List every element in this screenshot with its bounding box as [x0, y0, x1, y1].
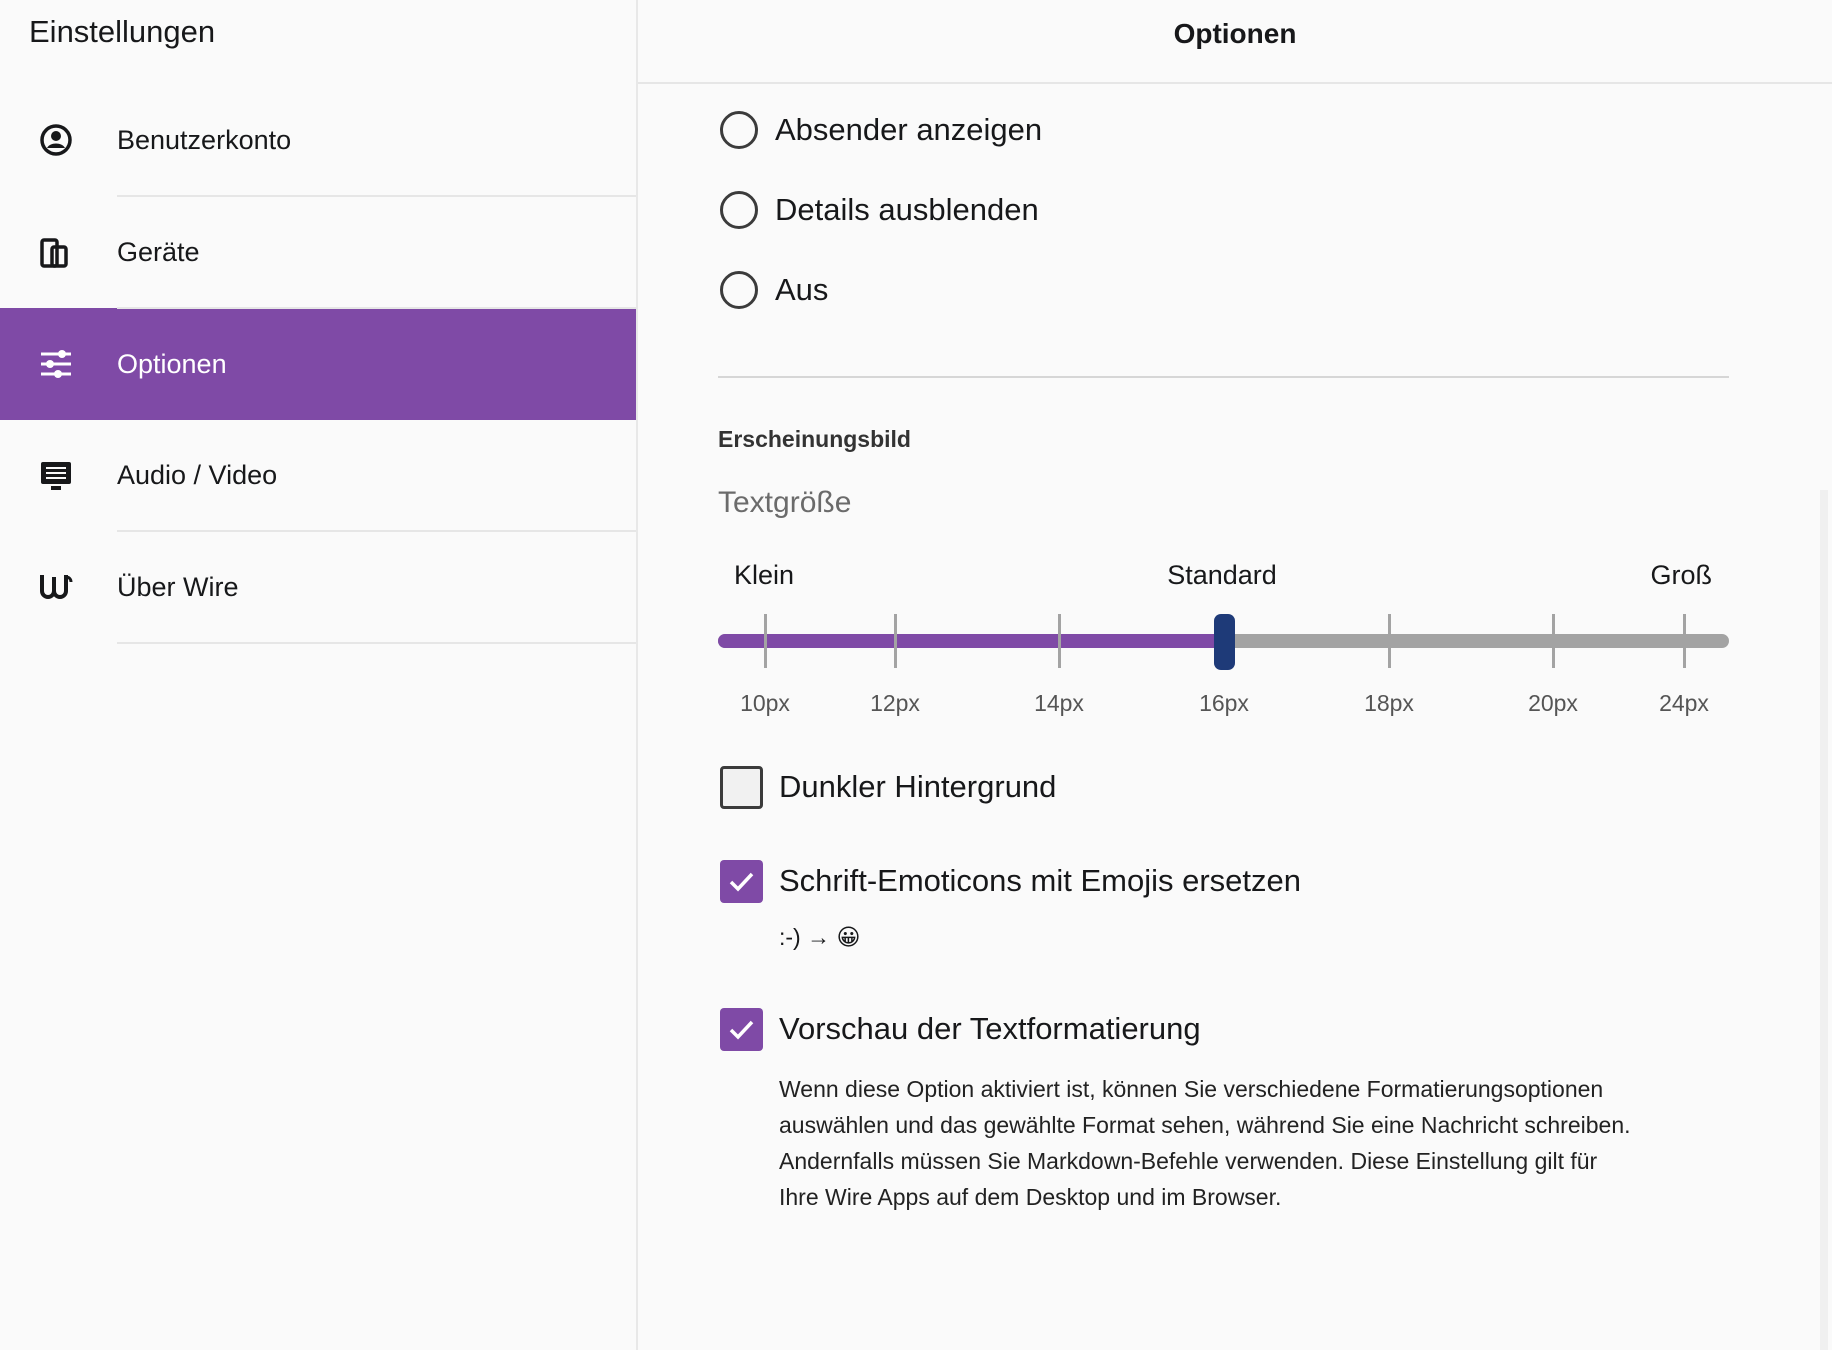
slider-fill: [718, 634, 1223, 648]
checkbox-label[interactable]: Dunkler Hintergrund: [779, 769, 1057, 804]
checkbox[interactable]: [720, 860, 763, 903]
slider-tick: [1058, 614, 1061, 668]
tick-label[interactable]: 10px: [740, 690, 790, 716]
slider-label: Groß: [1650, 560, 1712, 590]
nav-icon: [40, 575, 73, 599]
slider-tick: [894, 614, 897, 668]
radio-label[interactable]: Absender anzeigen: [775, 112, 1043, 147]
description-line: Wenn diese Option aktiviert ist, können …: [779, 1076, 1604, 1102]
nav-label: Über Wire: [117, 572, 239, 602]
description-line: Ihre Wire Apps auf dem Desktop und im Br…: [779, 1184, 1282, 1210]
nav-label: Geräte: [117, 237, 200, 267]
tick-label[interactable]: 18px: [1364, 690, 1414, 716]
section-title: Erscheinungsbild: [718, 426, 911, 452]
nav-label: Audio / Video: [117, 460, 278, 490]
separator: [117, 307, 636, 309]
slider-tick: [1388, 614, 1391, 668]
header-title: Optionen: [1173, 18, 1297, 49]
nav-item[interactable]: Audio / Video: [0, 419, 636, 531]
radio[interactable]: [720, 111, 758, 149]
separator: [117, 195, 636, 197]
field-label: Textgröße: [718, 486, 852, 519]
slider-label: Klein: [734, 560, 795, 590]
tick-label[interactable]: 20px: [1528, 690, 1578, 716]
nav-label: Optionen: [117, 349, 227, 379]
slider-tick: [764, 614, 767, 668]
separator: [117, 530, 636, 532]
sidebar: Einstellungen Benutzerkonto Geräte Optione…: [0, 0, 638, 1350]
checkbox[interactable]: [720, 766, 763, 809]
nav-icon: [40, 124, 72, 156]
radio-label[interactable]: Details ausblenden: [775, 192, 1039, 227]
checkbox-label[interactable]: Vorschau der Textformatierung: [779, 1011, 1201, 1046]
tick-label[interactable]: 14px: [1034, 690, 1084, 716]
slider-label: Standard: [1167, 560, 1277, 590]
tick-label[interactable]: 24px: [1659, 690, 1709, 716]
description-line: Andernfalls müssen Sie Markdown-Befehle …: [779, 1148, 1598, 1174]
checkbox[interactable]: [720, 1008, 763, 1051]
nav-label: Benutzerkonto: [117, 125, 292, 155]
nav-item[interactable]: Über Wire: [0, 531, 636, 643]
radio[interactable]: [720, 271, 758, 309]
nav-item[interactable]: Optionen: [0, 308, 636, 420]
nav-icon: [41, 350, 71, 378]
nav-icon: [40, 238, 68, 268]
tick-label[interactable]: 12px: [870, 690, 920, 716]
description-line: auswählen und das gewählte Format sehen,…: [779, 1112, 1631, 1138]
separator: [117, 642, 636, 644]
scrollbar: [1820, 490, 1828, 1350]
slider-thumb[interactable]: [1214, 614, 1235, 670]
slider-tick: [1552, 614, 1555, 668]
check-icon: [729, 1020, 754, 1040]
nav-icon: [41, 462, 71, 490]
nav-item[interactable]: Geräte: [0, 196, 636, 308]
radio-label[interactable]: Aus: [775, 272, 829, 307]
checkbox-label[interactable]: Schrift-Emoticons mit Emojis ersetzen: [779, 863, 1301, 898]
hint: :-) → 😀: [779, 924, 861, 950]
nav-item[interactable]: Benutzerkonto: [0, 84, 636, 196]
sidebar-title: Einstellungen: [29, 14, 216, 49]
header: Optionen: [638, 0, 1832, 84]
slider-tick: [1683, 614, 1686, 668]
tick-label[interactable]: 16px: [1199, 690, 1249, 716]
divider: [718, 376, 1729, 378]
radio[interactable]: [720, 191, 758, 229]
check-icon: [729, 872, 754, 892]
